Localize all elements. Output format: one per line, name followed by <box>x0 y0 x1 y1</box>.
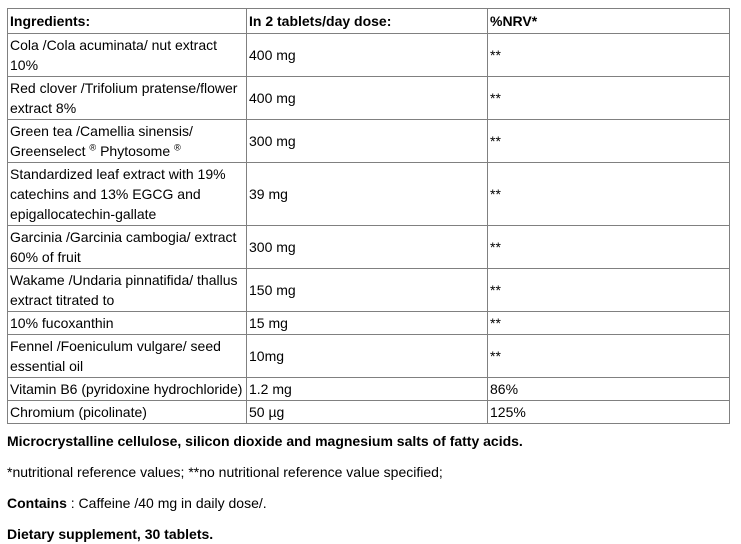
nrv-legend-note: *nutritional reference values; **no nutr… <box>7 464 443 480</box>
ingredient-cell: Green tea /Camellia sinensis/ Greenselec… <box>7 119 247 163</box>
nrv-cell: ** <box>487 334 730 378</box>
ingredient-cell: Cola /Cola acuminata/ nut extract 10% <box>7 33 247 77</box>
table-row: Vitamin B6 (pyridoxine hydrochloride) 1.… <box>7 377 730 401</box>
supplement-note: Dietary supplement, 30 tablets. <box>7 526 214 542</box>
dose-cell: 15 mg <box>246 311 488 335</box>
table-row: Fennel /Foeniculum vulgare/ seed essenti… <box>7 334 730 378</box>
ingredient-cell: Fennel /Foeniculum vulgare/ seed essenti… <box>7 334 247 378</box>
ingredient-cell: Chromium (picolinate) <box>7 400 247 424</box>
ingredient-cell: Red clover /Trifolium pratense/flower ex… <box>7 76 247 120</box>
table-row: 10% fucoxanthin 15 mg ** <box>7 311 730 335</box>
nrv-cell: 86% <box>487 377 730 401</box>
table-row: Cola /Cola acuminata/ nut extract 10% 40… <box>7 33 730 77</box>
table-row: Chromium (picolinate) 50 µg 125% <box>7 400 730 424</box>
dose-cell: 10mg <box>246 334 488 378</box>
col-header-dose: In 2 tablets/day dose: <box>246 8 488 34</box>
excipients-note: Microcrystalline cellulose, silicon diox… <box>7 433 523 449</box>
table-row: Red clover /Trifolium pratense/flower ex… <box>7 76 730 120</box>
ingredients-table: Ingredients: In 2 tablets/day dose: %NRV… <box>7 8 730 424</box>
dose-cell: 400 mg <box>246 33 488 77</box>
contains-note: Contains : Caffeine /40 mg in daily dose… <box>7 493 741 513</box>
table-row: Green tea /Camellia sinensis/ Greenselec… <box>7 119 730 163</box>
nrv-cell: ** <box>487 268 730 312</box>
col-header-nrv: %NRV* <box>487 8 730 34</box>
dose-cell: 50 µg <box>246 400 488 424</box>
nrv-cell: 125% <box>487 400 730 424</box>
table-row: Garcinia /Garcinia cambogia/ extract 60%… <box>7 225 730 269</box>
nrv-cell: ** <box>487 311 730 335</box>
dose-cell: 300 mg <box>246 119 488 163</box>
nrv-cell: ** <box>487 162 730 226</box>
dose-cell: 400 mg <box>246 76 488 120</box>
table-row: Wakame /Undaria pinnatifida/ thallus ext… <box>7 268 730 312</box>
dose-cell: 1.2 mg <box>246 377 488 401</box>
nrv-cell: ** <box>487 33 730 77</box>
ingredient-cell: Standardized leaf extract with 19% catec… <box>7 162 247 226</box>
dose-cell: 150 mg <box>246 268 488 312</box>
ingredient-cell: 10% fucoxanthin <box>7 311 247 335</box>
table-row: Standardized leaf extract with 19% catec… <box>7 162 730 226</box>
ingredient-cell: Garcinia /Garcinia cambogia/ extract 60%… <box>7 225 247 269</box>
nrv-cell: ** <box>487 119 730 163</box>
ingredient-cell: Vitamin B6 (pyridoxine hydrochloride) <box>7 377 247 401</box>
contains-label: Contains <box>7 495 67 511</box>
col-header-ingredients: Ingredients: <box>7 8 247 34</box>
contains-text: : Caffeine /40 mg in daily dose/. <box>70 495 267 511</box>
table-header-row: Ingredients: In 2 tablets/day dose: %NRV… <box>7 8 730 34</box>
ingredient-cell: Wakame /Undaria pinnatifida/ thallus ext… <box>7 268 247 312</box>
dose-cell: 39 mg <box>246 162 488 226</box>
footnotes-section: Microcrystalline cellulose, silicon diox… <box>7 431 741 544</box>
dose-cell: 300 mg <box>246 225 488 269</box>
nrv-cell: ** <box>487 76 730 120</box>
nrv-cell: ** <box>487 225 730 269</box>
